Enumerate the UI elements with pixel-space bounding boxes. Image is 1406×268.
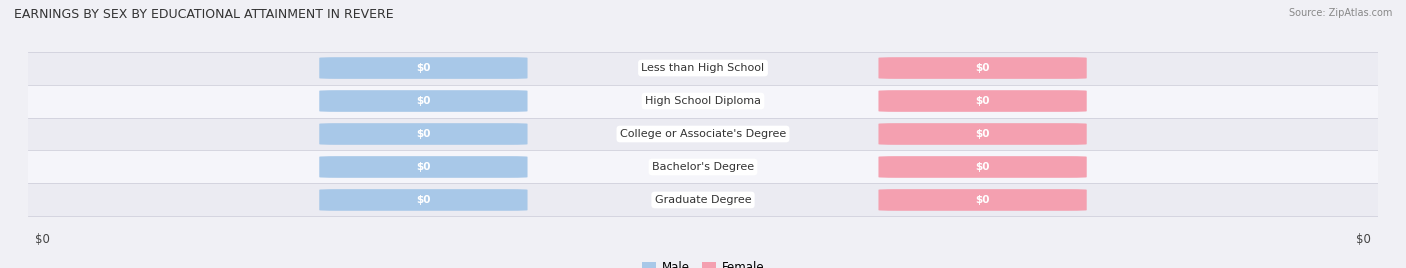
Text: $0: $0 (1357, 233, 1371, 247)
FancyBboxPatch shape (319, 156, 527, 178)
FancyBboxPatch shape (879, 90, 1087, 112)
Text: Graduate Degree: Graduate Degree (655, 195, 751, 205)
Legend: Male, Female: Male, Female (637, 256, 769, 268)
Text: $0: $0 (416, 162, 430, 172)
Text: Less than High School: Less than High School (641, 63, 765, 73)
FancyBboxPatch shape (319, 189, 527, 211)
Bar (28, 84, 1378, 117)
Text: EARNINGS BY SEX BY EDUCATIONAL ATTAINMENT IN REVERE: EARNINGS BY SEX BY EDUCATIONAL ATTAINMEN… (14, 8, 394, 21)
Text: $0: $0 (976, 129, 990, 139)
Text: $0: $0 (976, 96, 990, 106)
Text: $0: $0 (35, 233, 49, 247)
Bar (28, 151, 1378, 184)
Text: $0: $0 (976, 63, 990, 73)
Text: Source: ZipAtlas.com: Source: ZipAtlas.com (1288, 8, 1392, 18)
FancyBboxPatch shape (879, 156, 1087, 178)
Bar (28, 51, 1378, 84)
FancyBboxPatch shape (319, 57, 527, 79)
Text: High School Diploma: High School Diploma (645, 96, 761, 106)
Text: $0: $0 (976, 195, 990, 205)
Text: $0: $0 (416, 96, 430, 106)
Bar (28, 184, 1378, 217)
Text: Bachelor's Degree: Bachelor's Degree (652, 162, 754, 172)
FancyBboxPatch shape (319, 123, 527, 145)
Text: $0: $0 (416, 63, 430, 73)
FancyBboxPatch shape (319, 90, 527, 112)
Text: $0: $0 (416, 129, 430, 139)
FancyBboxPatch shape (879, 123, 1087, 145)
Text: $0: $0 (976, 162, 990, 172)
FancyBboxPatch shape (879, 57, 1087, 79)
FancyBboxPatch shape (879, 189, 1087, 211)
Bar (28, 117, 1378, 151)
Text: $0: $0 (416, 195, 430, 205)
Text: College or Associate's Degree: College or Associate's Degree (620, 129, 786, 139)
